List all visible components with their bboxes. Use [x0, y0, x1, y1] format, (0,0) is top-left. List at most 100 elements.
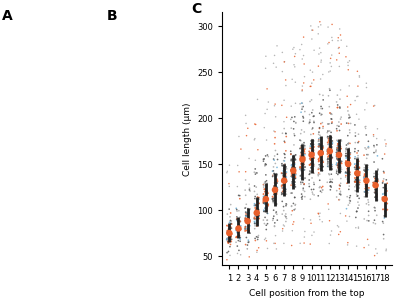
Point [246, 239, 252, 244]
Point [226, 236, 233, 241]
Point [344, 121, 350, 126]
Point [251, 170, 258, 175]
Point [283, 203, 289, 208]
Point [363, 201, 370, 206]
Point [318, 153, 324, 158]
Point [278, 190, 285, 195]
Point [320, 124, 326, 129]
Point [274, 181, 280, 185]
Point [263, 227, 270, 232]
Point [308, 162, 315, 167]
Point [254, 198, 260, 203]
Point [299, 154, 305, 159]
Point [252, 194, 258, 199]
Point [308, 81, 315, 86]
Point [336, 167, 342, 172]
Point [307, 68, 314, 73]
Point [375, 178, 381, 183]
Point [307, 157, 314, 162]
Point [338, 166, 344, 170]
Point [334, 150, 341, 155]
Point [244, 211, 250, 216]
Point [252, 167, 258, 171]
Point [329, 167, 335, 171]
Point [270, 164, 277, 169]
Point [288, 171, 295, 176]
Point [316, 137, 322, 142]
Point [227, 233, 234, 238]
Point [261, 209, 268, 214]
Point [356, 185, 362, 189]
Point [300, 177, 306, 182]
Point [316, 46, 323, 51]
Point [334, 57, 340, 62]
Point [364, 237, 371, 242]
Point [337, 154, 344, 159]
Point [365, 197, 371, 202]
Point [383, 142, 389, 146]
Point [326, 128, 333, 133]
Point [317, 135, 324, 140]
Point [319, 168, 326, 173]
Point [256, 195, 262, 200]
Point [284, 115, 290, 120]
Point [338, 167, 345, 172]
Point [279, 69, 286, 74]
Point [326, 70, 332, 74]
Point [225, 240, 232, 245]
Point [324, 135, 331, 140]
Point [335, 144, 341, 149]
Point [244, 226, 250, 231]
Point [245, 211, 252, 216]
Point [344, 168, 351, 173]
Point [333, 150, 340, 155]
Point [264, 205, 270, 210]
Point [363, 184, 369, 189]
Point [298, 167, 304, 171]
Point [354, 69, 361, 74]
Point [272, 192, 278, 197]
Point [302, 145, 308, 150]
Point [343, 170, 349, 174]
Point [316, 136, 322, 141]
Point [254, 170, 260, 175]
Point [311, 156, 317, 160]
Point [335, 142, 341, 146]
Point [280, 185, 286, 190]
Point [374, 136, 380, 141]
Point [329, 138, 336, 143]
Point [252, 206, 258, 210]
Point [243, 211, 250, 216]
Point [289, 171, 296, 176]
Point [345, 173, 352, 178]
Point [380, 180, 386, 185]
Point [288, 163, 295, 168]
Point [326, 142, 332, 147]
Point [344, 159, 350, 164]
Point [374, 142, 380, 147]
Point [354, 157, 360, 162]
Point [301, 155, 307, 160]
Point [270, 216, 276, 221]
Point [382, 183, 389, 188]
Point [254, 248, 260, 253]
Point [226, 163, 233, 168]
Point [272, 195, 279, 200]
Point [237, 219, 244, 224]
Point [255, 235, 261, 240]
Point [282, 214, 288, 218]
Point [352, 140, 358, 145]
Point [336, 152, 342, 157]
Point [325, 41, 331, 46]
Point [319, 188, 326, 192]
Point [372, 206, 378, 210]
Point [363, 124, 369, 129]
Point [238, 224, 244, 228]
Point [292, 153, 298, 158]
Point [366, 213, 372, 218]
Point [301, 140, 307, 145]
Point [325, 147, 332, 152]
Point [260, 199, 266, 204]
Point [352, 188, 358, 193]
Point [353, 209, 360, 214]
